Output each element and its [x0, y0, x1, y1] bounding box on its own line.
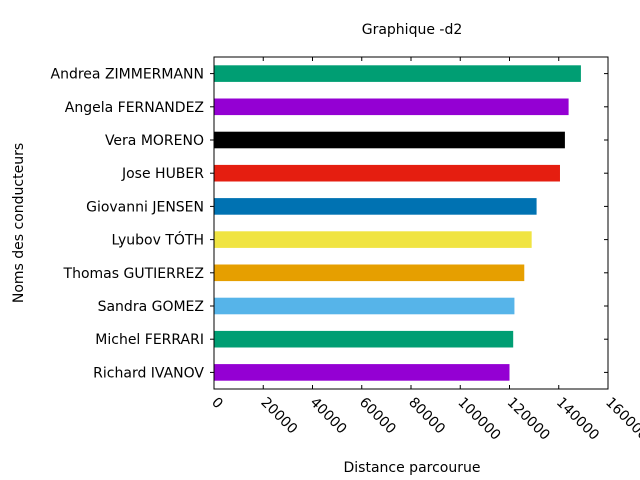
plot-frame — [213, 56, 609, 390]
y-tick-label-6: Thomas GUTIERREZ — [63, 266, 204, 282]
bar-2 — [214, 131, 565, 149]
y-axis-label: Noms des conducteurs — [11, 143, 27, 303]
x-tick-label-1: 20000 — [257, 395, 300, 438]
x-tick-label-8: 160000 — [602, 395, 640, 444]
bar-4 — [214, 198, 537, 215]
bar-6 — [214, 264, 525, 282]
y-tick-label-7: Sandra GOMEZ — [98, 299, 204, 315]
y-tick-label-9: Richard IVANOV — [93, 365, 204, 381]
bar-1 — [214, 98, 569, 116]
y-tick-label-2: Vera MORENO — [105, 133, 204, 149]
bars-group — [214, 65, 581, 381]
y-tick-label-4: Giovanni JENSEN — [86, 199, 204, 215]
bar-3 — [214, 164, 560, 182]
y-axis: Andrea ZIMMERMANN Angela FERNANDEZ Vera MO… — [51, 67, 608, 381]
x-axis-label: Distance parcourue — [344, 460, 481, 476]
y-tick-label-0: Andrea ZIMMERMANN — [51, 67, 204, 83]
bar-7 — [214, 297, 515, 315]
bar-9 — [214, 364, 510, 381]
bar-0 — [214, 65, 581, 82]
bar-8 — [214, 330, 514, 348]
chart-title: Graphique -d2 — [362, 22, 463, 38]
bar-5 — [214, 231, 532, 248]
y-tick-label-3: Jose HUBER — [121, 166, 204, 182]
x-tick-label-7: 140000 — [553, 395, 602, 444]
y-tick-label-8: Michel FERRARI — [95, 332, 204, 348]
x-tick-label-6: 120000 — [504, 395, 553, 444]
x-tick-label-3: 60000 — [356, 395, 399, 438]
x-tick-label-0: 0 — [208, 395, 226, 413]
x-tick-label-2: 40000 — [307, 395, 350, 438]
y-tick-label-1: Angela FERNANDEZ — [65, 100, 204, 116]
x-tick-label-5: 100000 — [454, 395, 503, 444]
x-tick-label-4: 80000 — [405, 395, 448, 438]
y-tick-label-5: Lyubov TÓTH — [111, 231, 204, 249]
